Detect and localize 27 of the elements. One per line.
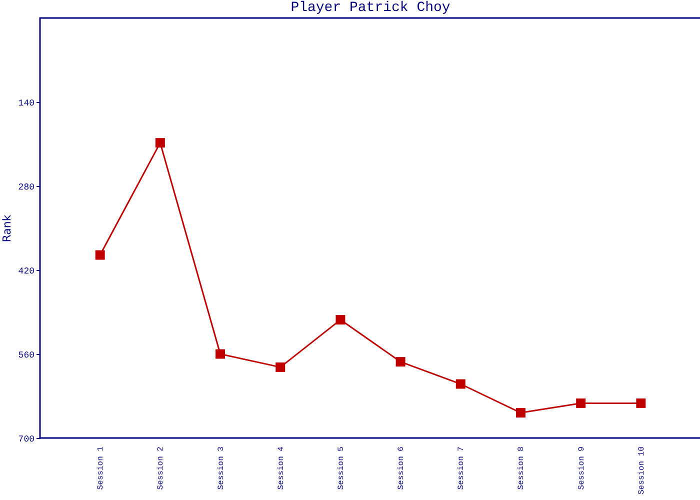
- y-axis-title: Rank: [0, 214, 14, 242]
- point: [216, 349, 226, 359]
- point: [95, 250, 105, 260]
- x-tick-label: Session 10: [637, 446, 646, 495]
- x-tick-label: Session 3: [216, 446, 226, 490]
- point: [336, 315, 346, 325]
- x-tick-label: Session 9: [577, 446, 586, 490]
- point: [636, 398, 646, 408]
- point: [396, 357, 406, 367]
- point: [576, 398, 586, 408]
- chart-title: Player Patrick Choy: [290, 0, 450, 16]
- x-tick-label: Session 4: [276, 446, 286, 490]
- x-tick-label: Session 7: [457, 446, 466, 490]
- y-tick-label: 280: [18, 182, 34, 192]
- point: [155, 138, 165, 148]
- y-tick-label: 700: [18, 434, 34, 444]
- y-tick-label: 560: [18, 350, 34, 360]
- point: [456, 379, 466, 389]
- x-tick-label: Session 8: [517, 446, 526, 490]
- x-tick-label: Session 5: [336, 446, 346, 490]
- y-tick-label: 140: [18, 98, 34, 108]
- y-tick-label: 420: [18, 266, 34, 276]
- point: [516, 408, 526, 418]
- x-tick-label: Session 1: [96, 446, 106, 490]
- x-tick-label: Session 2: [156, 446, 166, 490]
- x-tick-label: Session 6: [397, 446, 406, 490]
- point: [276, 362, 286, 372]
